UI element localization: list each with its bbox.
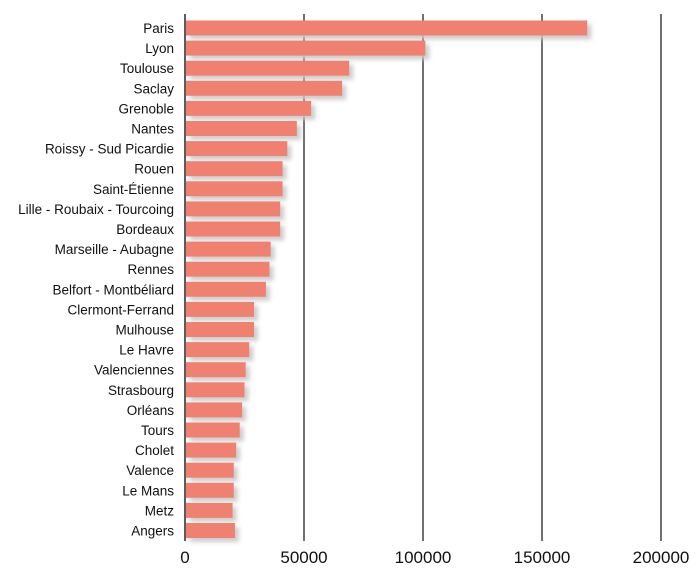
category-label: Lille - Roubaix - Tourcoing — [18, 202, 174, 217]
bar — [186, 402, 243, 418]
bar — [186, 60, 350, 76]
category-label: Rouen — [134, 162, 174, 177]
bar — [186, 161, 283, 177]
category-label: Roissy - Sud Picardie — [45, 142, 174, 157]
x-tick-label: 50000 — [280, 548, 327, 567]
bar — [186, 482, 234, 498]
category-label: Saint-Étienne — [93, 182, 174, 197]
x-axis-ticks: 0 50000 100000 150000 200000 — [180, 548, 689, 567]
category-label: Clermont-Ferrand — [67, 302, 174, 317]
bar — [186, 100, 312, 116]
bar — [186, 221, 281, 237]
category-label: Cholet — [135, 443, 174, 458]
x-tick-label: 150000 — [514, 548, 571, 567]
category-label: Orléans — [127, 403, 175, 418]
category-label: Angers — [131, 524, 174, 539]
bar — [186, 442, 237, 458]
bar — [186, 181, 283, 197]
category-label: Nantes — [131, 122, 174, 137]
bar — [186, 382, 245, 398]
category-label: Tours — [141, 423, 174, 438]
category-label: Valenciennes — [94, 363, 174, 378]
category-label: Paris — [143, 21, 174, 36]
category-label: Belfort - Montbéliard — [52, 282, 174, 297]
category-label: Metz — [145, 503, 175, 518]
bar — [186, 40, 426, 56]
category-label: Bordeaux — [116, 222, 174, 237]
category-label: Le Havre — [119, 343, 174, 358]
bar — [186, 20, 588, 36]
x-tick-label: 100000 — [395, 548, 452, 567]
bar — [186, 422, 240, 438]
bar — [186, 281, 266, 297]
bar — [186, 141, 288, 157]
bar — [186, 201, 281, 217]
bar — [186, 342, 250, 358]
category-label: Rennes — [127, 262, 174, 277]
category-label: Le Mans — [122, 483, 174, 498]
category-label: Marseille - Aubagne — [55, 242, 174, 257]
bar — [186, 261, 270, 277]
category-label: Strasbourg — [108, 383, 174, 398]
bars — [186, 20, 588, 538]
x-tick-label: 200000 — [633, 548, 690, 567]
bar — [186, 322, 255, 337]
bar — [186, 502, 233, 518]
category-label: Toulouse — [120, 61, 174, 76]
category-label: Mulhouse — [115, 323, 174, 338]
bar — [186, 241, 271, 257]
bar — [186, 362, 246, 378]
bar — [186, 523, 235, 538]
bar — [186, 80, 343, 96]
bar — [186, 462, 234, 478]
category-label: Saclay — [133, 81, 174, 96]
bar — [186, 121, 297, 136]
category-label: Grenoble — [118, 101, 174, 116]
category-labels: Paris Lyon Toulouse Saclay Grenoble Nantes Roi… — [18, 21, 174, 539]
category-label: Valence — [126, 463, 174, 478]
category-label: Lyon — [145, 41, 174, 56]
x-tick-label: 0 — [180, 548, 189, 567]
bar — [186, 301, 255, 317]
